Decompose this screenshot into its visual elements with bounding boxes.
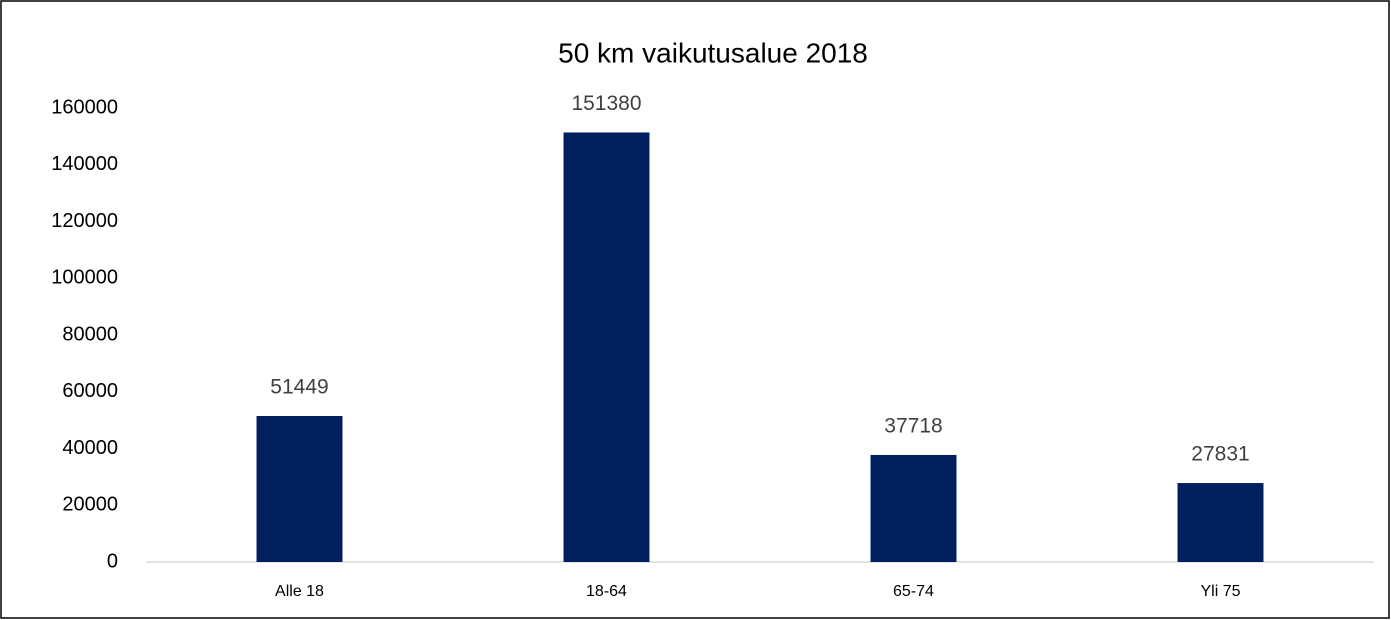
x-tick-label: Alle 18 [275,583,324,600]
y-tick-label: 20000 [62,494,118,516]
chart-title: 50 km vaikutusalue 2018 [558,37,868,68]
data-label: 37718 [884,415,942,438]
y-tick-label: 80000 [62,323,118,345]
y-tick-label: 100000 [51,267,118,289]
y-tick-label: 60000 [62,380,118,402]
bar [870,454,957,562]
y-tick-label: 160000 [51,96,118,118]
x-tick-label: Yli 75 [1200,583,1240,600]
bar [563,132,650,563]
data-label: 51449 [270,376,328,399]
y-tick-label: 40000 [62,437,118,459]
bar [256,416,343,562]
x-tick-label: 65-74 [893,583,934,600]
data-label: 27831 [1191,443,1249,466]
x-tick-label: 18-64 [586,583,627,600]
y-tick-label: 120000 [51,210,118,232]
data-label: 151380 [571,92,641,115]
bar [1177,483,1264,562]
y-tick-label: 0 [107,550,118,572]
y-tick-label: 140000 [51,153,118,175]
